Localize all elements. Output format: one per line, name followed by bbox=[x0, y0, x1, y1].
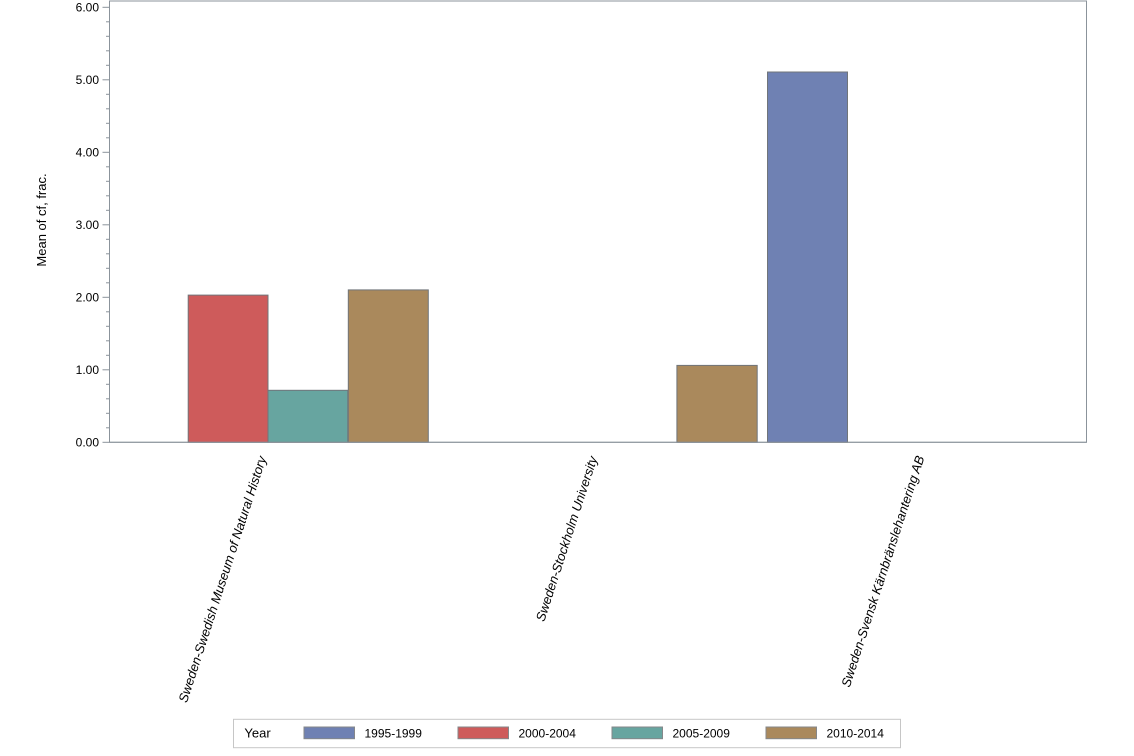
svg-text:5.00: 5.00 bbox=[76, 73, 100, 87]
svg-text:2000-2004: 2000-2004 bbox=[519, 727, 577, 741]
svg-text:2.00: 2.00 bbox=[76, 291, 100, 305]
svg-text:1.00: 1.00 bbox=[76, 363, 100, 377]
svg-text:2005-2009: 2005-2009 bbox=[673, 727, 731, 741]
svg-text:1995-1999: 1995-1999 bbox=[365, 727, 423, 741]
svg-text:3.00: 3.00 bbox=[76, 218, 100, 232]
svg-text:0.00: 0.00 bbox=[76, 436, 100, 450]
svg-text:4.00: 4.00 bbox=[76, 146, 100, 160]
svg-text:2010-2014: 2010-2014 bbox=[827, 727, 885, 741]
svg-text:6.00: 6.00 bbox=[76, 1, 100, 15]
svg-text:Year: Year bbox=[244, 725, 271, 740]
svg-text:Mean of cf, frac.: Mean of cf, frac. bbox=[34, 173, 49, 266]
